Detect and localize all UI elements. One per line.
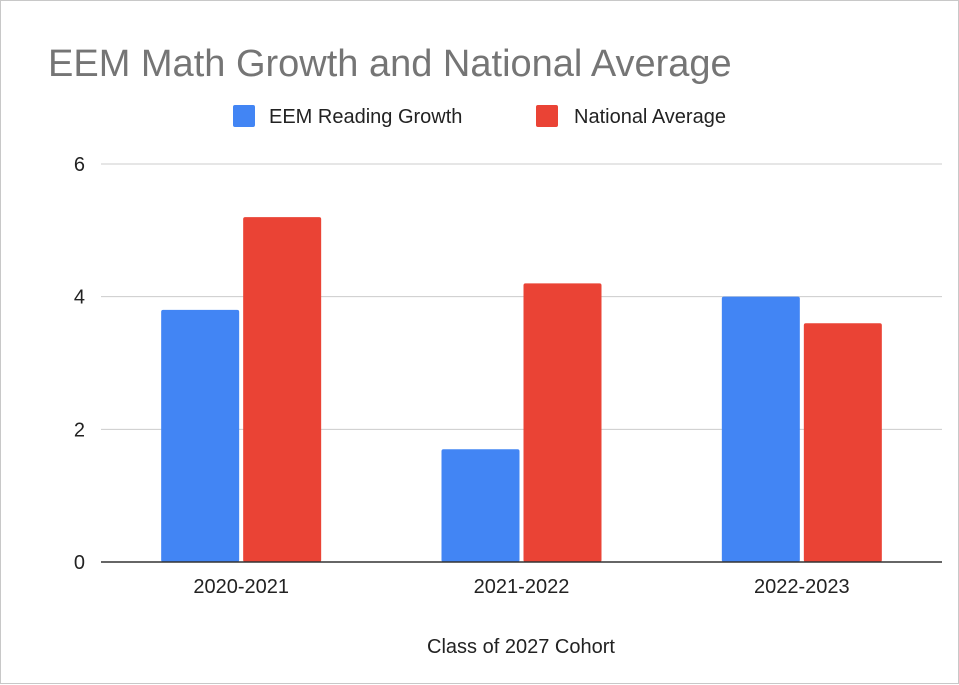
bar-eem-reading-growth-2021-2022 [441, 449, 520, 562]
legend-swatch-national-average [536, 105, 558, 127]
x-tick-label-2021-2022: 2021-2022 [474, 576, 570, 598]
gridlines [101, 163, 942, 430]
x-tick-label-2020-2021: 2020-2021 [193, 576, 289, 598]
legend-label-national-average: National Average [574, 106, 726, 128]
bar-national-average-2021-2022 [523, 283, 602, 562]
y-axis-tick-labels: 0 2 4 6 [74, 154, 85, 574]
y-tick-label-2: 2 [74, 419, 85, 441]
legend: EEM Reading Growth National Average [233, 105, 726, 128]
x-tick-label-2022-2023: 2022-2023 [754, 576, 850, 598]
bar-national-average-2020-2021 [243, 217, 322, 563]
y-tick-label-0: 0 [74, 552, 85, 574]
bar-eem-reading-growth-2020-2021 [161, 309, 240, 562]
y-tick-label-4: 4 [74, 287, 85, 309]
y-tick-label-6: 6 [74, 154, 85, 176]
x-axis-tick-labels: 2020-2021 2021-2022 2022-2023 [193, 576, 849, 598]
legend-swatch-eem-reading-growth [233, 105, 255, 127]
x-axis-title: Class of 2027 Cohort [427, 636, 615, 658]
chart-title: EEM Math Growth and National Average [48, 43, 732, 85]
bars [161, 217, 882, 563]
bar-eem-reading-growth-2022-2023 [721, 296, 800, 562]
legend-label-eem-reading-growth: EEM Reading Growth [269, 106, 462, 128]
bar-national-average-2022-2023 [803, 323, 882, 562]
